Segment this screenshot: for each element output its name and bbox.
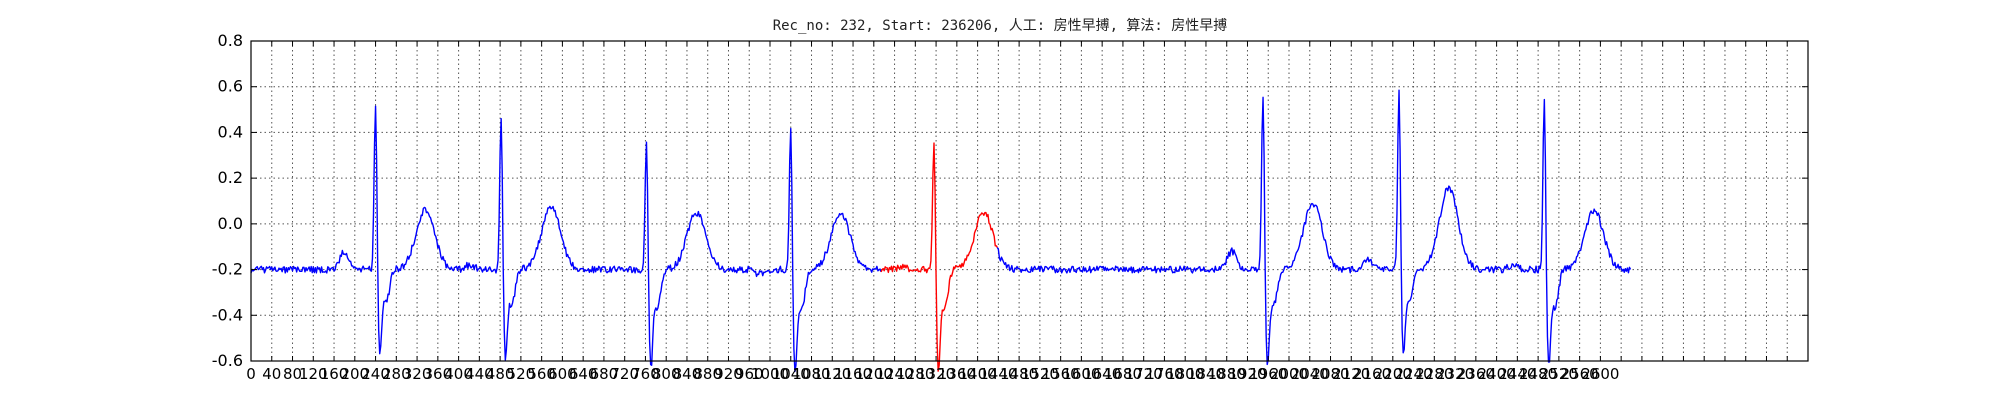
x-tick-label: 1880: [1208, 365, 1246, 383]
x-tick-label: 2120: [1332, 365, 1370, 383]
x-tick-label: 720: [610, 365, 639, 383]
x-tick-label: 1840: [1187, 365, 1225, 383]
x-tick-label: 2320: [1436, 365, 1474, 383]
x-tick-label: 400: [444, 365, 473, 383]
grid-layer: [251, 41, 1808, 361]
x-tick-label: 2200: [1374, 365, 1412, 383]
ecg-trace-normal: [250, 105, 882, 373]
y-tick-label: -0.6: [212, 351, 243, 370]
x-tick-label: 1760: [1145, 365, 1183, 383]
x-tick-label: 200: [340, 365, 369, 383]
x-tick-label: 440: [465, 365, 494, 383]
x-tick-label: 1040: [772, 365, 810, 383]
x-tick-label: 1600: [1062, 365, 1100, 383]
x-tick-label: 760: [631, 365, 660, 383]
x-tick-label: 960: [735, 365, 764, 383]
y-axis: -0.6 -0.4 -0.2 0.0 0.2 0.4 0.6 0.8: [212, 31, 1808, 370]
plot-frame: [250, 40, 1809, 362]
x-tick-label: 640: [569, 365, 598, 383]
x-tick-label: 2160: [1353, 365, 1391, 383]
x-tick-label: 1240: [875, 365, 913, 383]
x-tick-label: 1720: [1125, 365, 1163, 383]
trace-layer: [250, 89, 1632, 373]
x-tick-label: 1640: [1083, 365, 1121, 383]
x-tick-label: 1080: [792, 365, 830, 383]
x-tick-label: 1120: [813, 365, 851, 383]
y-tick-label: 0.4: [218, 122, 243, 141]
x-tick-label: 120: [299, 365, 328, 383]
x-tick-label: 0: [246, 365, 256, 383]
x-tick-label: 160: [320, 365, 349, 383]
x-tick-label: 1800: [1166, 365, 1204, 383]
x-tick-label: 2040: [1291, 365, 1329, 383]
x-tick-label: 1680: [1104, 365, 1142, 383]
x-axis: 0 40 8012016020024028032036040044048052056…: [246, 41, 1809, 383]
x-tick-label: 1360: [938, 365, 976, 383]
y-tick-label: 0.8: [218, 31, 243, 50]
y-tick-label: -0.2: [212, 260, 243, 279]
chart-title: Rec_no: 232, Start: 236206, 人工: 房性早搏, 算法…: [773, 17, 1228, 34]
y-tick-label: 0.0: [218, 214, 243, 233]
x-tick-label: 2000: [1270, 365, 1308, 383]
x-tick-label: 920: [714, 365, 743, 383]
x-tick-label: 880: [693, 365, 722, 383]
x-tick-label: 1160: [834, 365, 872, 383]
x-tick-label: 2560: [1561, 365, 1599, 383]
y-tick-label: 0.2: [218, 168, 243, 187]
x-tick-label: 2240: [1394, 365, 1432, 383]
x-tick-label: 2480: [1519, 365, 1557, 383]
x-tick-label: 1560: [1042, 365, 1080, 383]
x-tick-label: 80: [283, 365, 302, 383]
x-tick-label: 560: [527, 365, 556, 383]
x-tick-label: 1920: [1228, 365, 1266, 383]
x-tick-label: 520: [507, 365, 536, 383]
x-tick-label: 2440: [1498, 365, 1536, 383]
x-tick-label: 1960: [1249, 365, 1287, 383]
x-tick-label: 1000: [751, 365, 789, 383]
x-tick-label: 600: [548, 365, 577, 383]
x-tick-label: 680: [590, 365, 619, 383]
x-tick-label: 1440: [979, 365, 1017, 383]
x-tick-label: 2280: [1415, 365, 1453, 383]
x-tick-label: 240: [361, 365, 390, 383]
x-tick-label: 2360: [1457, 365, 1495, 383]
x-tick-label: 280: [382, 365, 411, 383]
x-tick-label: 2080: [1311, 365, 1349, 383]
x-tick-label: 40: [262, 365, 281, 383]
y-tick-label: -0.4: [212, 305, 243, 324]
x-tick-label: 2400: [1478, 365, 1516, 383]
x-tick-label: 800: [652, 365, 681, 383]
x-tick-label: 480: [486, 365, 515, 383]
x-tick-label: 840: [673, 365, 702, 383]
x-tick-label: 1200: [855, 365, 893, 383]
x-tick-label: 1480: [1000, 365, 1038, 383]
x-tick-label: 1320: [917, 365, 955, 383]
x-tick-label: 1400: [959, 365, 997, 383]
y-tick-label: 0.6: [218, 77, 243, 96]
ecg-trace-highlight: [880, 142, 998, 372]
ecg-trace-normal: [996, 89, 1632, 366]
x-tick-label: 1280: [896, 365, 934, 383]
x-tick-label: 1520: [1021, 365, 1059, 383]
x-tick-label: 2520: [1540, 365, 1578, 383]
x-tick-label: 2600: [1581, 365, 1619, 383]
x-tick-label: 360: [424, 365, 453, 383]
x-tick-label: 320: [403, 365, 432, 383]
